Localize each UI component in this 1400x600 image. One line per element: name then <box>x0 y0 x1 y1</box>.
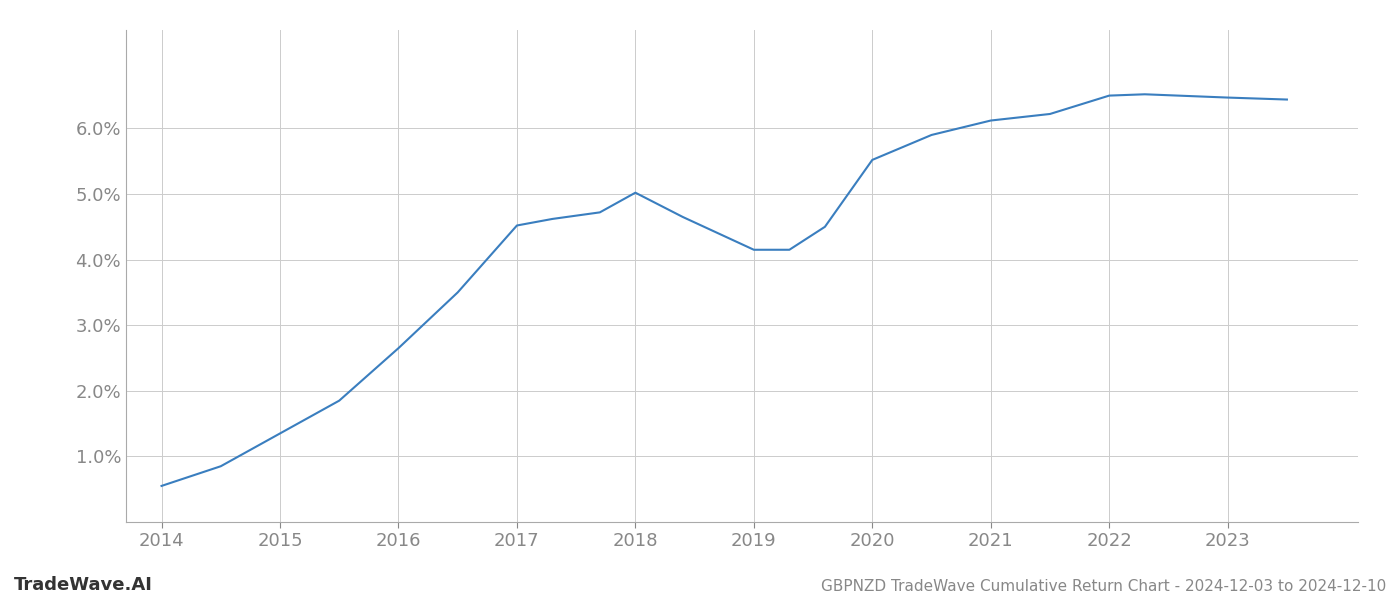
Text: GBPNZD TradeWave Cumulative Return Chart - 2024-12-03 to 2024-12-10: GBPNZD TradeWave Cumulative Return Chart… <box>820 579 1386 594</box>
Text: TradeWave.AI: TradeWave.AI <box>14 576 153 594</box>
